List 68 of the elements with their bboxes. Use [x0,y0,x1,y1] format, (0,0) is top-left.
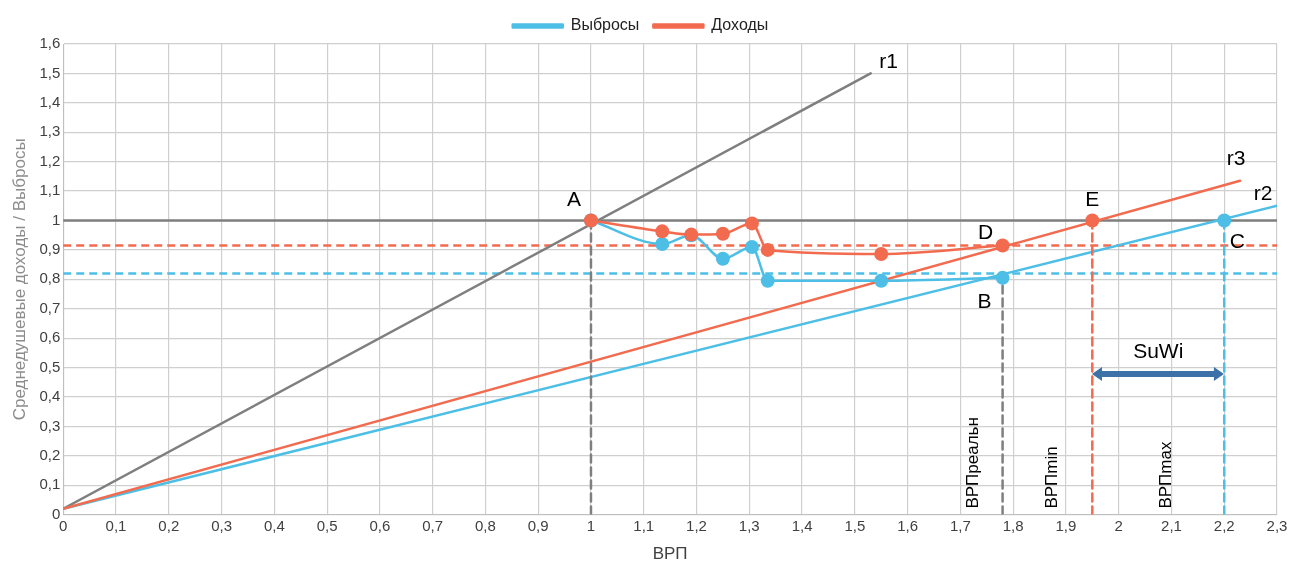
y-tick-label: 0,1 [39,475,61,493]
x-tick-label: 1,5 [844,516,866,534]
x-tick-label: 0,8 [475,516,496,534]
x-tick-label: 0,2 [158,516,180,534]
annotation: C [1229,229,1245,253]
x-tick-label: 0,1 [105,516,127,534]
annotation: D [978,220,994,244]
y-tick-label: 0,5 [39,357,61,375]
x-tick-label: 1,8 [1002,516,1024,534]
y-tick-label: 0,7 [39,298,61,316]
annotation: r3 [1226,145,1246,169]
y-tick-label: 0,9 [39,240,61,258]
annotation: B [977,288,992,312]
y-tick-label: 0,3 [39,416,61,434]
annotation: r1 [879,49,898,73]
point [744,216,759,231]
y-tick-label: 0,6 [39,328,61,346]
point [760,273,775,288]
x-axis-title: ВРП [652,544,688,564]
point [744,239,759,254]
x-tick-label: 1,9 [1055,516,1077,534]
x-tick-label: 1,2 [686,516,707,534]
y-tick-label: 1,6 [39,34,61,52]
point [715,226,730,241]
point [995,238,1010,253]
x-tick-label: 1,4 [791,516,813,534]
x-tick-label: 0,4 [263,516,285,534]
x-tick-label: 2,3 [1266,516,1288,534]
y-axis-title: Среднедушевые доходы / Выбросы [9,138,29,421]
annotation: A [566,187,581,211]
y-tick-label: 1,4 [39,92,61,110]
legend-label: Выбросы [570,16,640,34]
annotation: ВРПреальн [963,417,983,509]
annotation: ВРПmax [1155,441,1175,509]
x-tick-label: 1,7 [949,516,971,534]
x-tick-label: 2,2 [1213,516,1235,534]
point [760,242,775,257]
point [715,251,730,266]
x-tick-label: 0,7 [422,516,444,534]
y-tick-label: 1,2 [39,151,61,169]
y-tick-label: 1,3 [39,122,61,140]
x-tick-label: 1,3 [738,516,760,534]
legend-label: Доходы [711,16,769,34]
y-tick-label: 0,4 [39,387,61,405]
x-tick-label: 0,9 [527,516,549,534]
x-tick-label: 2 [1114,516,1123,534]
y-tick-label: 0 [51,504,61,522]
x-tick-label: 0,3 [211,516,232,534]
annotation: SuWi [1133,339,1184,363]
y-tick-label: 1,5 [39,63,61,81]
x-tick-label: 0,5 [316,516,338,534]
annotation: r2 [1253,180,1273,204]
y-tick-label: 1 [51,210,61,228]
y-tick-label: 1,1 [39,181,61,199]
x-tick-label: 1 [586,516,596,534]
x-tick-label: 1,1 [633,516,655,534]
y-tick-label: 0,8 [39,269,61,287]
point [655,224,670,239]
annotation: E [1085,187,1100,211]
x-tick-label: 1,6 [897,516,919,534]
point [874,273,889,288]
annotation: ВРПmin [1042,446,1062,509]
y-tick-label: 0,2 [39,445,61,463]
point [655,237,670,252]
x-tick-label: 2,1 [1161,516,1182,534]
x-tick-label: 0,6 [369,516,391,534]
point [995,270,1010,285]
point [874,247,889,262]
